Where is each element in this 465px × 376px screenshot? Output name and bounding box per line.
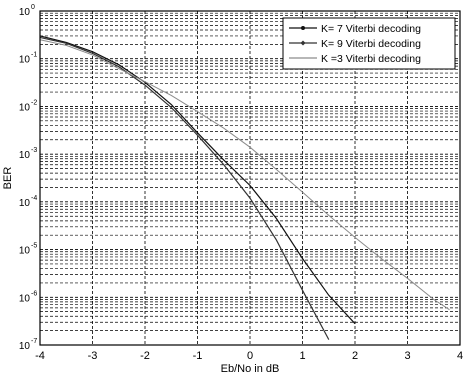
- legend-entry-label: K =3 Viterbi decoding: [321, 53, 421, 65]
- y-tick-label: 10: [19, 150, 31, 161]
- plot-area-frame: [39, 10, 461, 346]
- y-tick-label: 10: [19, 341, 31, 352]
- y-tick-exponent: -4: [31, 195, 37, 202]
- x-tick-label: -4: [35, 350, 45, 362]
- y-tick-label: 10: [19, 55, 31, 66]
- series-line-1: [39, 35, 356, 325]
- legend-entry-label: K= 9 Viterbi decoding: [321, 38, 421, 50]
- x-tick-labels: -4 -3 -2 -1 0 1 2 3 4: [35, 350, 463, 362]
- x-tick-label: -2: [140, 350, 150, 362]
- y-tick-exponent: -7: [31, 338, 37, 345]
- y-tick-label: 10: [19, 246, 31, 257]
- y-tick-label: 10: [19, 198, 31, 209]
- x-tick-label: 1: [299, 350, 305, 362]
- grid: [39, 11, 461, 346]
- series-line-3: [39, 39, 450, 311]
- y-tick-exponent: -1: [31, 52, 37, 59]
- series-lines: [39, 35, 450, 340]
- x-tick-label: -1: [193, 350, 203, 362]
- y-tick-label: 10: [19, 102, 31, 113]
- legend: K= 7 Viterbi decoding K= 9 Viterbi decodi…: [282, 17, 456, 70]
- series-line-2: [39, 36, 330, 340]
- x-tick-label: 2: [352, 350, 358, 362]
- y-tick-label: 10: [19, 293, 31, 304]
- y-tick-label: 10: [19, 7, 31, 18]
- y-tick-exponent: -6: [31, 290, 37, 297]
- y-tick-exponent: -3: [31, 147, 37, 154]
- x-tick-label: -3: [88, 350, 98, 362]
- x-axis-label: Eb/No in dB: [221, 363, 280, 375]
- x-tick-label: 4: [457, 350, 463, 362]
- legend-marker: [301, 26, 305, 30]
- x-tick-label: 3: [404, 350, 410, 362]
- y-tick-exponent: 0: [31, 4, 35, 11]
- legend-entry-label: K= 7 Viterbi decoding: [321, 23, 421, 35]
- legend-marker: [300, 40, 306, 46]
- x-tick-label: 0: [247, 350, 253, 362]
- y-axis-label: BER: [2, 167, 14, 190]
- y-tick-exponent: -5: [31, 243, 37, 250]
- y-tick-exponent: -2: [31, 99, 37, 106]
